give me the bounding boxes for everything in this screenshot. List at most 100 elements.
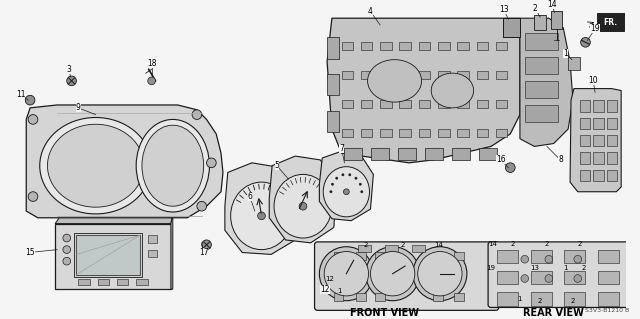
Bar xyxy=(477,100,488,108)
Bar xyxy=(438,71,449,79)
Bar xyxy=(607,170,618,181)
Bar xyxy=(438,129,449,137)
Bar xyxy=(344,148,362,160)
Text: 16: 16 xyxy=(496,155,506,164)
Bar xyxy=(334,293,344,301)
Bar xyxy=(593,135,604,146)
Circle shape xyxy=(330,190,332,193)
Text: 2: 2 xyxy=(364,242,368,248)
Bar xyxy=(419,42,430,50)
Text: 2: 2 xyxy=(571,298,575,304)
Bar xyxy=(380,71,392,79)
Bar xyxy=(496,42,508,50)
Bar xyxy=(525,81,559,98)
Ellipse shape xyxy=(47,124,144,207)
Bar xyxy=(117,278,129,285)
Circle shape xyxy=(63,257,70,265)
Polygon shape xyxy=(327,18,520,163)
Circle shape xyxy=(574,275,582,282)
Text: 2: 2 xyxy=(537,298,541,304)
Bar xyxy=(438,100,449,108)
Bar xyxy=(497,249,518,263)
Polygon shape xyxy=(225,163,298,255)
Bar xyxy=(593,100,604,112)
Text: 14: 14 xyxy=(435,242,444,248)
Bar xyxy=(477,71,488,79)
Bar xyxy=(380,42,392,50)
Bar xyxy=(531,271,552,284)
Bar xyxy=(551,11,563,29)
Text: 18: 18 xyxy=(147,59,156,68)
Circle shape xyxy=(342,174,344,176)
Bar xyxy=(361,129,372,137)
Bar xyxy=(380,100,392,108)
Polygon shape xyxy=(570,89,621,192)
Circle shape xyxy=(197,201,207,211)
Circle shape xyxy=(413,247,467,301)
Ellipse shape xyxy=(40,117,152,214)
Bar xyxy=(580,135,590,146)
Ellipse shape xyxy=(323,167,369,217)
Circle shape xyxy=(319,247,373,301)
Bar xyxy=(136,278,148,285)
Bar xyxy=(342,71,353,79)
Text: 5: 5 xyxy=(275,161,280,170)
Bar xyxy=(580,170,590,181)
Bar xyxy=(457,129,469,137)
Bar xyxy=(356,293,365,301)
Bar xyxy=(399,100,411,108)
Text: 2: 2 xyxy=(533,4,538,13)
Bar xyxy=(479,148,497,160)
Bar xyxy=(76,235,140,275)
Circle shape xyxy=(324,251,369,296)
Bar xyxy=(607,117,618,129)
Bar xyxy=(607,135,618,146)
Circle shape xyxy=(365,247,420,301)
Polygon shape xyxy=(319,151,373,221)
Circle shape xyxy=(319,262,326,270)
Circle shape xyxy=(63,246,70,254)
Circle shape xyxy=(360,190,363,193)
Bar xyxy=(361,100,372,108)
Bar xyxy=(361,42,372,50)
Bar xyxy=(419,71,430,79)
Polygon shape xyxy=(171,214,173,289)
Text: 6: 6 xyxy=(248,192,252,201)
Bar xyxy=(598,249,620,263)
Bar xyxy=(497,271,518,284)
Text: 3: 3 xyxy=(66,65,71,74)
Circle shape xyxy=(28,115,38,124)
Bar xyxy=(564,292,586,306)
Bar xyxy=(385,245,399,253)
Ellipse shape xyxy=(142,125,204,206)
Circle shape xyxy=(335,177,338,179)
Circle shape xyxy=(545,256,553,263)
Bar xyxy=(564,271,586,284)
Text: 19: 19 xyxy=(590,24,600,33)
Bar xyxy=(457,42,469,50)
Text: 13: 13 xyxy=(499,5,508,14)
Text: 2: 2 xyxy=(577,241,582,247)
Bar xyxy=(419,129,430,137)
Polygon shape xyxy=(26,105,223,218)
Circle shape xyxy=(26,95,35,105)
Text: 12: 12 xyxy=(326,277,335,283)
Circle shape xyxy=(344,189,349,195)
Text: 2: 2 xyxy=(581,265,586,271)
Bar xyxy=(568,57,580,70)
Circle shape xyxy=(580,37,590,47)
Bar xyxy=(457,71,469,79)
Text: 1: 1 xyxy=(518,296,522,302)
Bar xyxy=(327,111,339,132)
Ellipse shape xyxy=(136,119,209,212)
Circle shape xyxy=(148,77,156,85)
Bar xyxy=(593,117,604,129)
Text: 15: 15 xyxy=(26,248,35,257)
Bar xyxy=(74,233,142,277)
Circle shape xyxy=(359,183,362,185)
Ellipse shape xyxy=(274,174,332,238)
Circle shape xyxy=(192,110,202,119)
Text: REAR VIEW: REAR VIEW xyxy=(524,308,584,318)
Ellipse shape xyxy=(431,73,474,108)
Bar xyxy=(531,249,552,263)
